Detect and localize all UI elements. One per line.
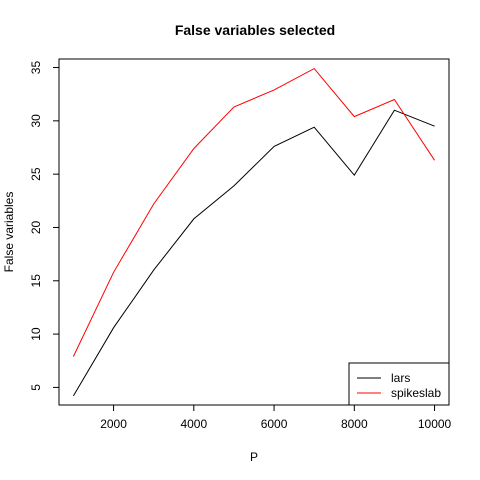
y-tick-label: 20 [29,220,43,234]
plot-frame [58,58,450,406]
y-axis-label: False variables [2,192,16,273]
series-line-spikeslab [72,67,436,357]
series-layer [72,67,436,397]
legend-label-lars: lars [391,371,410,385]
x-tick-label: 8000 [341,417,368,431]
y-tick-label: 10 [29,327,43,341]
y-tick-label: 35 [29,61,43,75]
x-tick-label: 6000 [261,417,288,431]
y-tick-label: 5 [29,384,43,391]
x-tick-label: 2000 [100,417,127,431]
y-tick-label: 25 [29,167,43,181]
x-tick-label: 10000 [418,417,452,431]
y-tick-label: 15 [29,274,43,288]
legend-box [348,362,450,406]
series-line-lars [72,109,435,397]
x-axis: 2000 4000 6000 8000 10000 [100,405,452,431]
x-axis-label: P [250,450,258,464]
y-axis: 5 10 15 20 25 30 35 [29,61,59,391]
x-tick-label: 4000 [180,417,207,431]
chart-title: False variables selected [175,22,335,38]
y-tick-label: 30 [29,114,43,128]
legend-label-spikeslab: spikeslab [391,386,441,400]
